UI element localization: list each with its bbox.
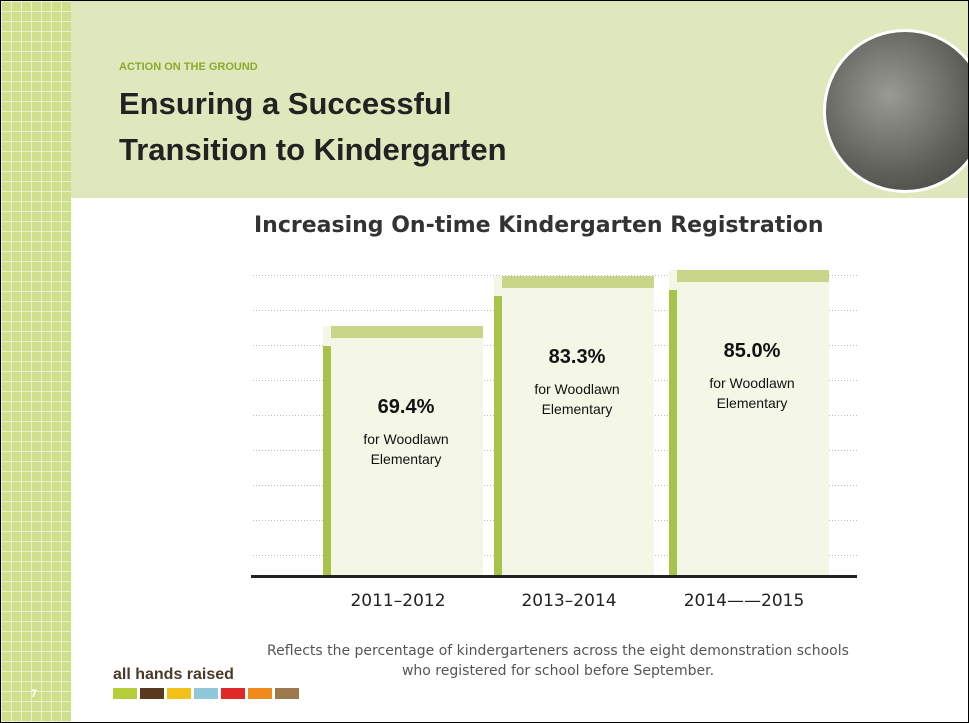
page-number: 7	[31, 688, 37, 700]
bar-edge	[323, 346, 331, 576]
bar-note: for Woodlawn Elementary	[502, 379, 652, 419]
bar-note: for Woodlawn Elementary	[331, 429, 481, 469]
bar-cap	[677, 270, 829, 282]
x-tick-label: 2013–2014	[489, 591, 649, 611]
value-label: 83.3%	[502, 346, 652, 369]
bar-label: 83.3% for Woodlawn Elementary	[502, 346, 652, 419]
bar	[669, 270, 829, 576]
bar-cap	[331, 326, 483, 338]
x-tick-label: 2011–2012	[318, 591, 478, 611]
bar-edge	[669, 290, 677, 576]
slide: ACTION ON THE GROUND Ensuring a Successf…	[0, 0, 969, 723]
plot: 69.4% for Woodlawn Elementary 2011–2012 83.…	[1, 1, 968, 722]
bar-note: for Woodlawn Elementary	[677, 373, 827, 413]
bar-label: 85.0% for Woodlawn Elementary	[677, 340, 827, 413]
logo-blocks	[113, 688, 299, 699]
caption: Reflects the percentage of kindergartene…	[263, 641, 853, 681]
bar-cap	[502, 276, 654, 288]
bar-edge	[494, 296, 502, 576]
value-label: 85.0%	[677, 340, 827, 363]
x-axis	[251, 575, 857, 578]
bar	[494, 276, 654, 576]
bar-label: 69.4% for Woodlawn Elementary	[331, 396, 481, 469]
value-label: 69.4%	[331, 396, 481, 419]
logo-text: all hands raised	[113, 666, 234, 684]
x-tick-label: 2014——2015	[664, 591, 824, 611]
